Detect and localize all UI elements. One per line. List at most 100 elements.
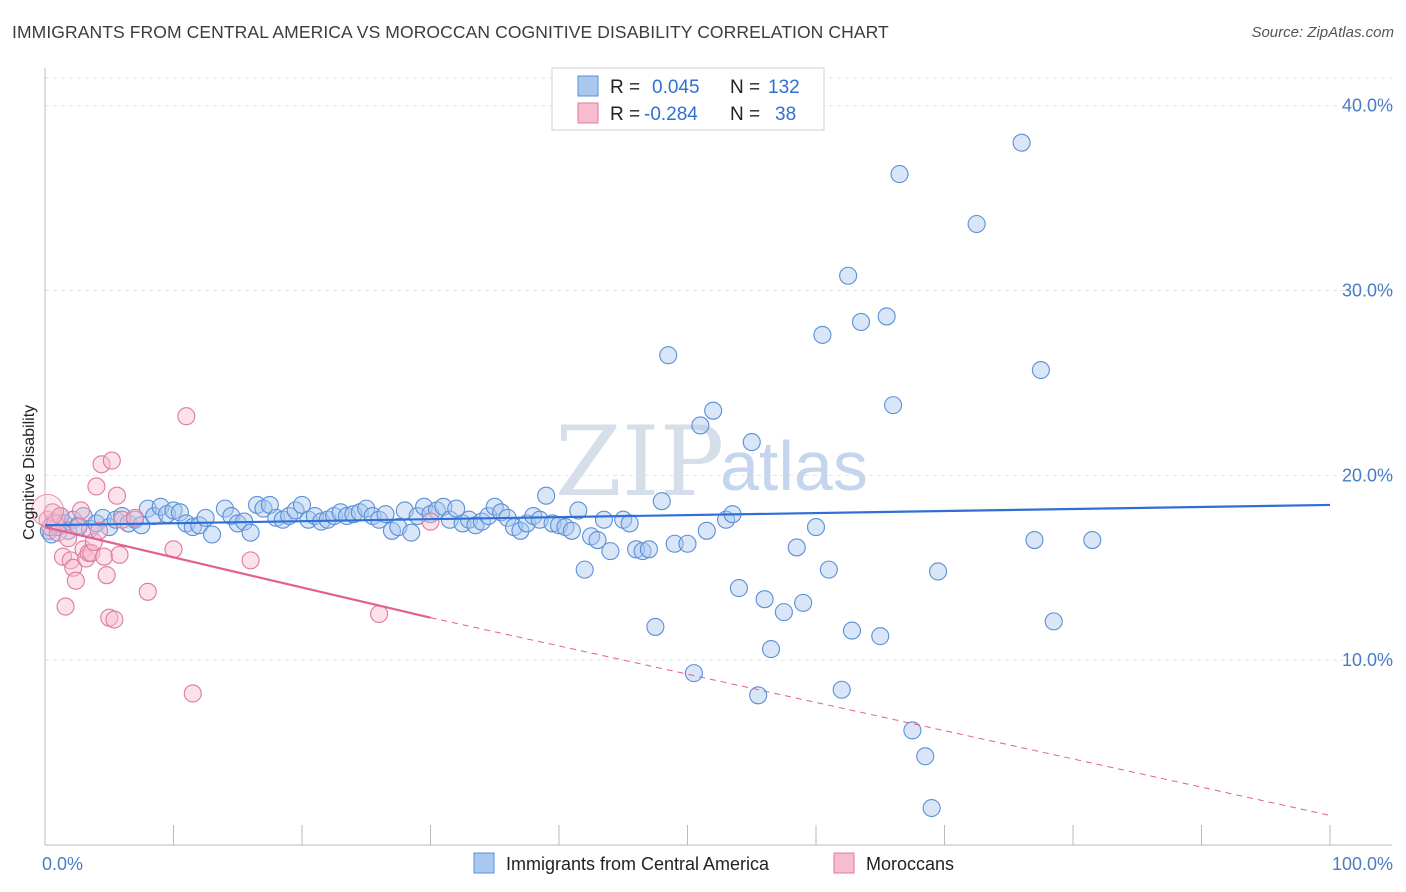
point-0-123 [877,307,896,326]
legend-n-label-1: N = [730,77,760,98]
legend-r-label-1: R = [610,77,640,98]
point-0-97 [652,492,671,511]
point-0-92 [620,514,639,533]
point-0-34 [241,523,260,542]
point-1-9 [61,551,80,570]
legend-n-value-1: 132 [768,77,800,98]
point-0-99 [665,534,684,553]
point-0-121 [851,312,871,332]
point-0-109 [749,686,768,705]
point-0-84 [562,521,581,540]
point-0-27 [190,516,209,535]
point-1-26 [105,610,124,629]
point-0-116 [813,325,832,344]
point-0-111 [761,640,781,659]
point-0-132 [1025,530,1044,550]
point-0-120 [842,621,862,640]
x-tick-labels: 0.0% 100.0% [42,854,1393,874]
point-1-28 [110,545,129,564]
stats-legend: R = 0.045 N = 132 R = -0.284 N = 38 [551,67,825,131]
series-legend: Immigrants from Central America Moroccan… [473,852,954,874]
y-tick-labels: 10.0% 20.0% 30.0% 40.0% [1342,96,1393,670]
point-0-133 [1031,360,1050,380]
trend-central-america [44,503,1331,527]
point-0-80 [537,486,556,505]
point-0-135 [1083,530,1102,550]
point-1-37 [421,512,440,531]
legend-n-label-2: N = [730,104,760,125]
point-1-23 [97,566,116,585]
point-0-96 [646,617,665,636]
bottom-legend-swatch-moroccans [833,852,855,874]
point-0-100 [678,534,697,553]
trend-lines [44,503,1331,816]
series-moroccans [31,407,440,703]
point-0-59 [402,523,421,542]
point-0-95 [639,540,659,559]
point-0-103 [697,521,716,540]
point-0-104 [704,401,723,420]
point-0-86 [575,560,594,579]
y-axis-label: Cognitive Disability [21,405,38,540]
y-tick-label-2: 30.0% [1342,281,1393,301]
point-0-134 [1044,612,1063,631]
series-central-america [39,133,1102,818]
legend-r-label-2: R = [610,104,640,125]
point-0-128 [922,798,941,818]
point-0-52 [357,499,376,518]
point-0-108 [742,433,761,452]
x-tick-label-1: 100.0% [1332,854,1393,874]
point-0-130 [967,214,986,234]
point-1-19 [87,477,106,496]
watermark-atlas: atlas [720,427,868,505]
point-0-117 [819,560,838,579]
point-0-98 [659,346,678,365]
point-1-34 [183,684,202,703]
point-1-21 [92,455,111,474]
axes [44,68,1392,846]
point-0-29 [203,525,222,544]
grid-lines [45,77,1392,661]
point-0-124 [884,396,903,415]
point-0-126 [903,721,922,740]
bottom-legend-label-central-america: Immigrants from Central America [506,854,770,874]
y-tick-label-1: 20.0% [1342,465,1393,485]
point-1-7 [56,597,75,616]
point-0-115 [806,518,826,537]
point-0-102 [691,416,710,435]
point-0-90 [601,542,620,561]
point-1-22 [95,547,114,566]
point-0-88 [588,530,607,550]
chart-title: IMMIGRANTS FROM CENTRAL AMERICA VS MOROC… [12,22,889,42]
point-0-24 [170,503,189,522]
point-1-30 [125,508,144,527]
point-0-114 [794,593,813,612]
point-0-127 [916,747,935,766]
point-0-125 [890,165,909,184]
point-0-110 [755,590,774,609]
point-1-13 [71,501,91,520]
point-1-25 [102,451,121,470]
trend-moroccans [44,526,431,619]
y-tick-label-0: 10.0% [1342,650,1393,670]
point-0-118 [832,680,851,699]
legend-swatch-central-america [577,75,599,97]
point-0-122 [871,627,890,646]
point-1-27 [107,486,127,505]
point-1-35 [241,551,260,570]
legend-r-value-1: 0.045 [652,77,700,98]
watermark-zip: ZIP [555,406,724,518]
trend-moroccans-extension [430,617,1331,816]
legend-swatch-moroccans [577,102,599,124]
point-1-31 [138,582,157,601]
source-label: Source: ZipAtlas.com [1251,24,1394,41]
point-0-129 [929,562,948,581]
legend-n-value-2: 38 [775,104,796,125]
point-0-23 [164,501,183,520]
point-0-93 [627,540,646,559]
point-large-moroccans [31,494,64,527]
point-0-113 [787,538,806,557]
point-0-101 [684,664,703,683]
bottom-legend-label-moroccans: Moroccans [866,854,954,874]
